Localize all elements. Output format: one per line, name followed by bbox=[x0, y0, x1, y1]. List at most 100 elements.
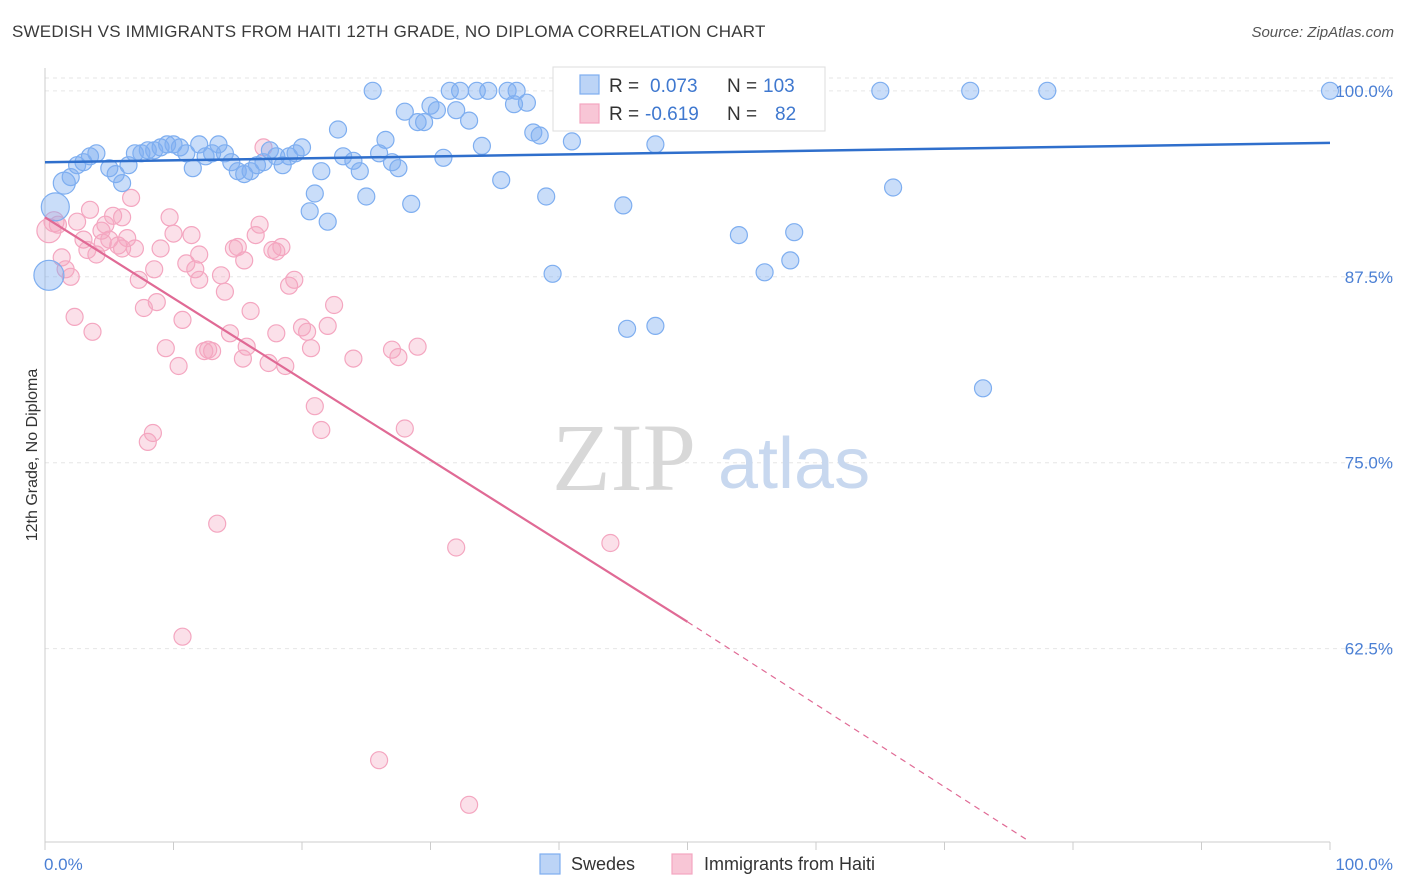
swedes-point-44 bbox=[334, 147, 353, 166]
haiti-point-29 bbox=[169, 356, 188, 376]
haiti-point-23 bbox=[143, 423, 162, 443]
haiti-point-20 bbox=[129, 270, 148, 289]
haiti-point-52 bbox=[267, 324, 286, 343]
haiti-point-73 bbox=[601, 533, 620, 553]
haiti-point-76 bbox=[93, 233, 112, 252]
haiti-point-66 bbox=[370, 751, 389, 770]
swedes-point-67 bbox=[492, 171, 511, 190]
haiti-points bbox=[36, 138, 620, 814]
swedes-point-61 bbox=[447, 101, 466, 120]
bottom-legend-swatch-swedes bbox=[539, 853, 561, 875]
bottom-legend-haiti: Immigrants from Haiti bbox=[704, 854, 875, 874]
swedes-point-90 bbox=[1320, 81, 1340, 100]
trend-lines bbox=[44, 141, 1331, 842]
haiti-point-63 bbox=[325, 295, 344, 315]
swedes-point-93 bbox=[646, 316, 665, 335]
legend-swatch-haiti bbox=[579, 103, 600, 124]
source-label: Source: ZipAtlas.com bbox=[1251, 24, 1394, 41]
haiti-point-68 bbox=[389, 348, 408, 367]
haiti-point-9 bbox=[83, 322, 102, 341]
swedes-point-43 bbox=[328, 120, 348, 139]
x-tick-label-1: 100.0% bbox=[1335, 855, 1393, 874]
legend-n-label: N = bbox=[727, 76, 757, 97]
legend-r-swedes: 0.073 bbox=[650, 76, 698, 97]
swedes-point-38 bbox=[292, 138, 312, 157]
y-tick-labels: 100.0% 87.5% 75.0% 62.5% bbox=[1335, 82, 1393, 659]
haiti-point-59 bbox=[301, 339, 321, 358]
haiti-trend-line bbox=[44, 216, 689, 623]
haiti-point-30 bbox=[173, 310, 192, 329]
haiti-point-26 bbox=[156, 339, 175, 358]
haiti-point-22 bbox=[138, 432, 157, 451]
y-axis-label: 12th Grade, No Diploma bbox=[24, 369, 41, 542]
swedes-point-73 bbox=[530, 126, 549, 145]
x-tick-label-0: 0.0% bbox=[44, 855, 83, 874]
swedes-point-41 bbox=[300, 202, 319, 221]
legend-n-swedes: 103 bbox=[763, 76, 795, 97]
swedes-point-42 bbox=[318, 212, 337, 231]
haiti-point-38 bbox=[208, 514, 227, 533]
haiti-point-62 bbox=[318, 316, 337, 335]
haiti-point-39 bbox=[211, 266, 231, 285]
haiti-point-46 bbox=[241, 301, 260, 321]
swedes-point-54 bbox=[402, 194, 421, 213]
swedes-point-75 bbox=[562, 132, 582, 151]
haiti-point-67 bbox=[382, 340, 402, 359]
haiti-point-28 bbox=[164, 224, 183, 243]
swedes-point-40 bbox=[312, 162, 331, 181]
legend-box: R = 0.073 N = 103 R = -0.619 N = 82 bbox=[552, 66, 826, 132]
haiti-point-60 bbox=[305, 397, 324, 416]
haiti-point-14 bbox=[103, 206, 123, 225]
swedes-point-48 bbox=[363, 81, 382, 100]
swedes-point-27 bbox=[222, 153, 241, 172]
haiti-point-56 bbox=[285, 270, 304, 289]
haiti-point-81 bbox=[80, 200, 100, 219]
swedes-point-87 bbox=[871, 81, 890, 100]
swedes-point-62 bbox=[451, 81, 470, 100]
legend-swatch-swedes bbox=[579, 74, 600, 95]
swedes-point-25 bbox=[209, 135, 228, 154]
swedes-point-0 bbox=[33, 259, 65, 291]
haiti-point-78 bbox=[235, 251, 254, 270]
haiti-point-44 bbox=[233, 349, 252, 368]
swedes-point-96 bbox=[781, 251, 800, 270]
swedes-point-98 bbox=[883, 178, 903, 197]
swedes-point-10 bbox=[112, 174, 132, 193]
legend-r-label: R = bbox=[609, 76, 639, 97]
swedes-point-70 bbox=[507, 81, 526, 100]
swedes-point-52 bbox=[389, 159, 408, 178]
swedes-point-59 bbox=[434, 148, 453, 167]
swedes-point-77 bbox=[614, 196, 633, 215]
x-tick-labels: 0.0% 100.0% bbox=[44, 855, 1393, 874]
swedes-point-97 bbox=[785, 223, 804, 242]
swedes-point-7 bbox=[87, 144, 106, 163]
haiti-point-61 bbox=[312, 420, 331, 440]
haiti-point-69 bbox=[395, 419, 414, 438]
swedes-point-47 bbox=[357, 187, 376, 206]
haiti-point-32 bbox=[182, 226, 201, 245]
swedes-point-1 bbox=[40, 192, 70, 222]
haiti-point-80 bbox=[67, 212, 87, 231]
watermark-atlas: atlas bbox=[718, 424, 870, 504]
swedes-point-88 bbox=[961, 81, 980, 100]
haiti-point-5 bbox=[61, 267, 80, 286]
swedes-point-34 bbox=[267, 147, 286, 166]
bottom-legend-swedes: Swedes bbox=[571, 854, 635, 874]
haiti-point-64 bbox=[344, 349, 363, 368]
swedes-trend-line bbox=[44, 141, 1331, 164]
haiti-point-65 bbox=[173, 627, 192, 646]
haiti-point-27 bbox=[160, 208, 179, 227]
swedes-point-91 bbox=[543, 264, 562, 283]
haiti-point-24 bbox=[147, 293, 166, 312]
haiti-point-70 bbox=[408, 337, 427, 356]
haiti-point-72 bbox=[460, 795, 479, 814]
haiti-point-74 bbox=[190, 245, 209, 264]
haiti-point-75 bbox=[112, 208, 132, 227]
swedes-point-35 bbox=[273, 156, 292, 175]
haiti-point-25 bbox=[151, 239, 170, 258]
haiti-point-71 bbox=[447, 538, 466, 557]
haiti-point-79 bbox=[267, 242, 286, 261]
legend-n-haiti: 82 bbox=[775, 104, 796, 125]
swedes-point-92 bbox=[617, 319, 637, 338]
